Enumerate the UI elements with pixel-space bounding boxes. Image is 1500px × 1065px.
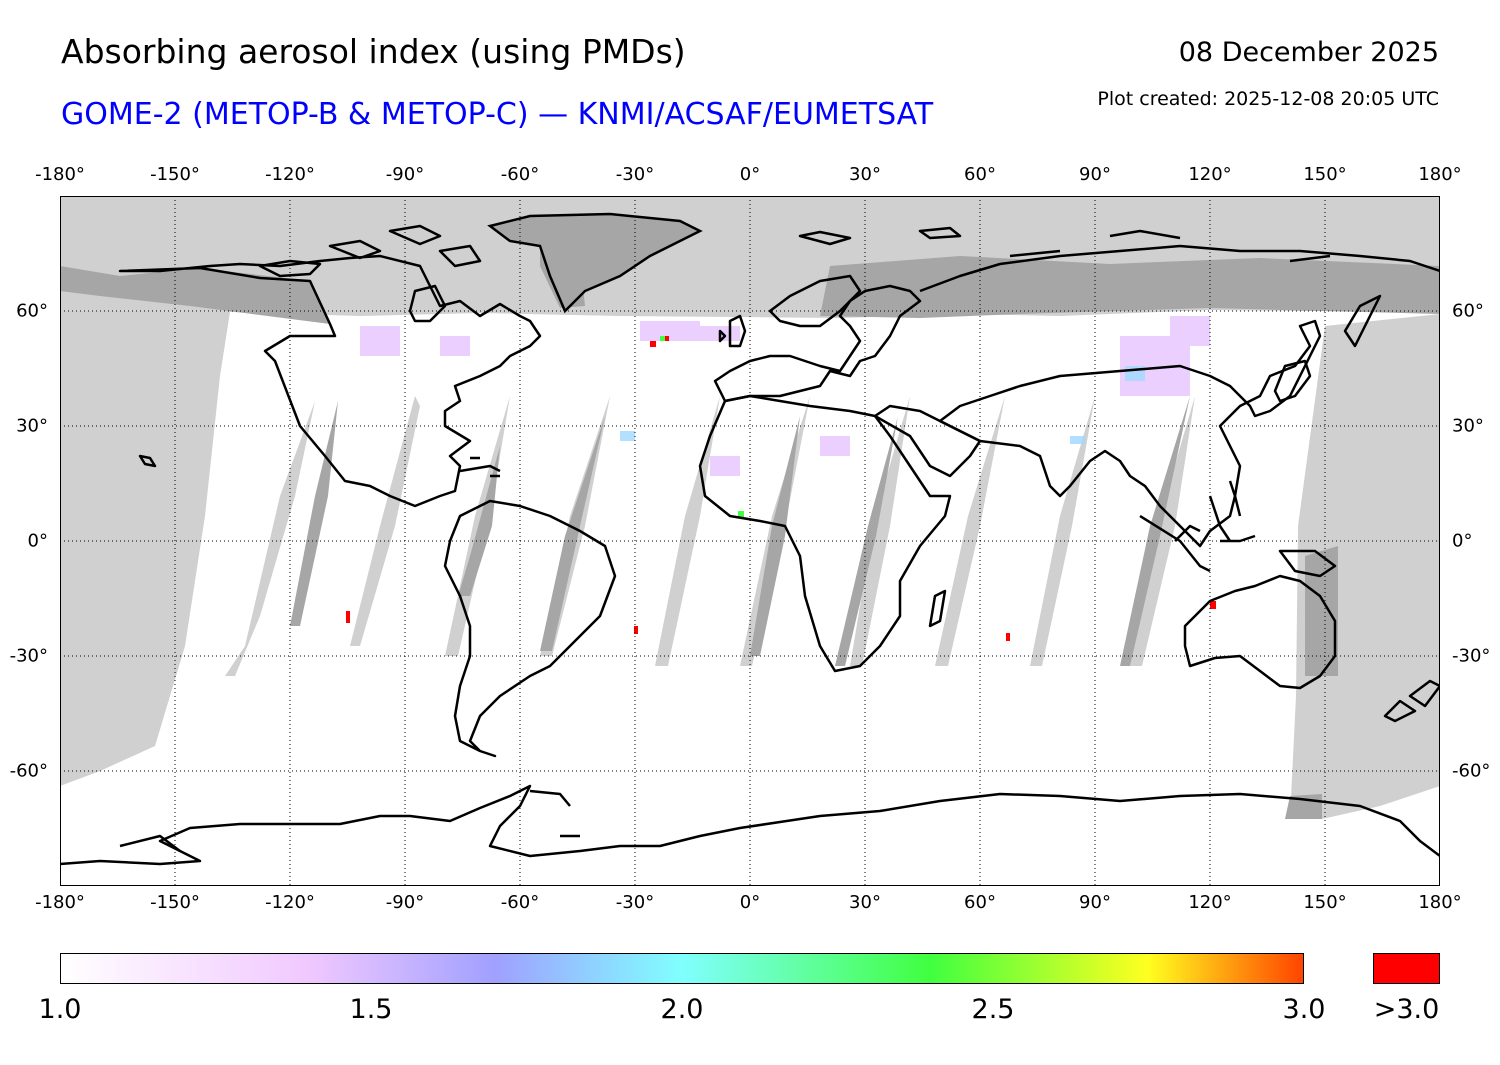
longitude-tick-label: -120° — [265, 892, 315, 913]
latitude-tick-label: 0° — [27, 530, 48, 552]
plot-created-timestamp: Plot created: 2025-12-08 20:05 UTC — [1097, 88, 1439, 110]
colorbar-tick-label: 1.0 — [38, 994, 82, 1025]
coastlines — [60, 224, 1440, 866]
latitude-tick-label: 60° — [16, 300, 48, 322]
latitude-tick-label: 0° — [1452, 530, 1473, 552]
colorbar-tick-label: 2.5 — [971, 994, 1015, 1025]
latitude-tick-label: 30° — [16, 415, 48, 437]
longitude-tick-label: 90° — [1079, 164, 1111, 185]
japan-coast — [1273, 359, 1312, 403]
graticule — [60, 196, 1440, 886]
longitude-tick-label: 120° — [1188, 164, 1232, 185]
colorbar-tick-label: 3.0 — [1282, 994, 1326, 1025]
longitude-tick-label: 30° — [849, 164, 881, 185]
longitude-tick-label: 0° — [739, 892, 761, 913]
longitude-tick-label: 30° — [849, 892, 881, 913]
arctic-land-shading — [60, 266, 330, 324]
australia-coast — [1183, 574, 1337, 690]
longitude-tick-label: -30° — [615, 164, 655, 185]
longitude-tick-label: -150° — [150, 164, 200, 185]
latitude-tick-label: -60° — [9, 760, 48, 782]
longitude-tick-label: -150° — [150, 892, 200, 913]
map-subtitle: GOME-2 (METOP-B & METOP-C) — KNMI/ACSAF/… — [61, 97, 934, 132]
south-america-coast — [443, 499, 617, 758]
north-america-coast — [118, 254, 542, 508]
longitude-tick-label: 120° — [1188, 892, 1232, 913]
longitude-tick-label: -180° — [35, 164, 85, 185]
asia-coast — [938, 319, 1322, 548]
antarctica-coast — [60, 784, 1440, 866]
latitude-tick-label: -30° — [1452, 645, 1491, 667]
longitude-tick-label: 150° — [1303, 892, 1347, 913]
colorbar-tick-label: 2.0 — [660, 994, 704, 1025]
longitude-tick-label: 60° — [964, 892, 996, 913]
colorbar-tick-label: 1.5 — [349, 994, 393, 1025]
colorbar-over-range-box — [1373, 953, 1440, 984]
longitude-tick-label: -120° — [265, 164, 315, 185]
longitude-tick-label: -90° — [385, 892, 425, 913]
longitude-tick-label: -60° — [500, 164, 540, 185]
africa-coast — [698, 394, 952, 673]
map-title: Absorbing aerosol index (using PMDs) — [61, 32, 686, 71]
east-swath-gap — [1290, 314, 1440, 819]
observation-date: 08 December 2025 — [1178, 37, 1439, 68]
map-frame — [60, 196, 1440, 886]
longitude-tick-label: -90° — [385, 164, 425, 185]
longitude-tick-label: 180° — [1418, 892, 1462, 913]
longitude-tick-label: 60° — [964, 164, 996, 185]
longitude-tick-label: 0° — [739, 164, 761, 185]
latitude-tick-label: -60° — [1452, 760, 1491, 782]
longitude-tick-label: 180° — [1418, 164, 1462, 185]
greenland — [487, 212, 703, 314]
west-swath-gap — [60, 310, 230, 786]
latitude-tick-label: 60° — [1452, 300, 1484, 322]
longitude-tick-label: 150° — [1303, 164, 1347, 185]
latitude-tick-label: 30° — [1452, 415, 1484, 437]
longitude-tick-label: 90° — [1079, 892, 1111, 913]
britain-coast — [718, 314, 747, 348]
latitude-tick-label: -30° — [9, 645, 48, 667]
longitude-tick-label: -30° — [615, 892, 655, 913]
world-map — [60, 196, 1440, 886]
longitude-tick-label: -60° — [500, 892, 540, 913]
europe-coast — [713, 284, 922, 403]
longitude-tick-label: -180° — [35, 892, 85, 913]
new-zealand-coast — [1383, 679, 1440, 723]
colorbar — [60, 953, 1304, 984]
colorbar-over-label: >3.0 — [1373, 994, 1440, 1025]
